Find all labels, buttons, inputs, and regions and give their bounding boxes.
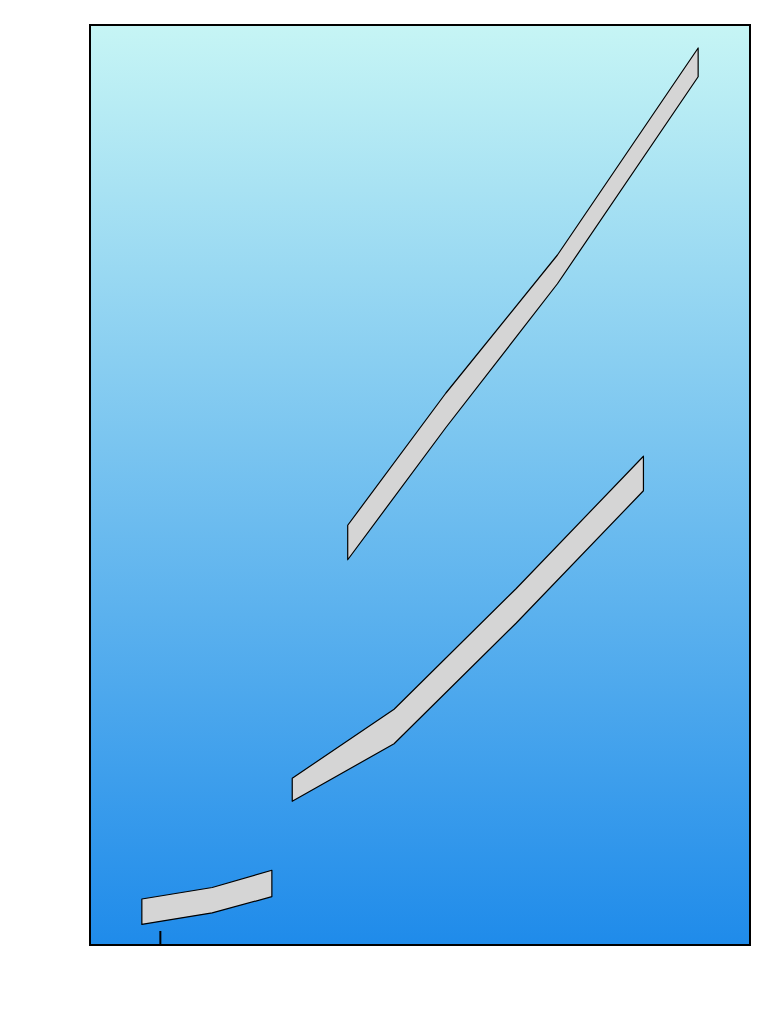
svg-rect-0 — [90, 25, 750, 945]
